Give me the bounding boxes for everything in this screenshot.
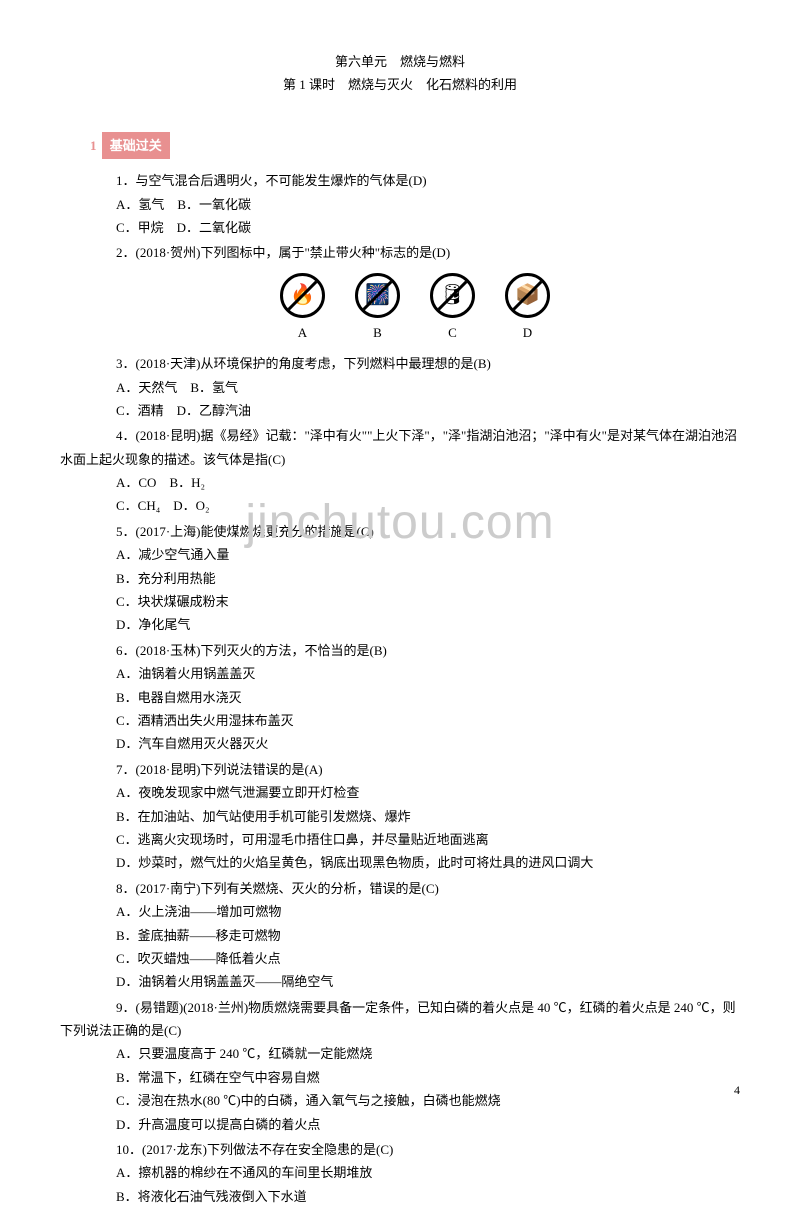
question-3: 3．(2018·天津)从环境保护的角度考虑，下列燃料中最理想的是(B) A．天然… — [90, 352, 740, 422]
page-header: 第六单元 燃烧与燃料 第 1 课时 燃烧与灭火 化石燃料的利用 — [60, 50, 740, 97]
section-number: 1 — [90, 134, 97, 157]
question-option: B．釜底抽薪——移走可燃物 — [90, 924, 740, 947]
question-option: A．氢气 B．一氧化碳 — [90, 193, 740, 216]
question-stem: 5．(2017·上海)能使煤燃烧更充分的措施是(C) — [90, 520, 740, 543]
section-label: 基础过关 — [102, 132, 170, 159]
question-stem: 1．与空气混合后遇明火，不可能发生爆炸的气体是(D) — [90, 169, 740, 192]
question-option: A．CO B．H₂ — [90, 471, 740, 494]
question-stem: 4．(2018·昆明)据《易经》记载："泽中有火""上火下泽"，"泽"指湖泊池沼… — [60, 424, 740, 471]
question-option: D．油锅着火用锅盖盖灭——隔绝空气 — [90, 970, 740, 993]
question-option: A．减少空气通入量 — [90, 543, 740, 566]
question-6: 6．(2018·玉林)下列灭火的方法，不恰当的是(B) A．油锅着火用锅盖盖灭 … — [90, 639, 740, 756]
prohibition-sign-icon: 🛢 — [430, 273, 475, 318]
lesson-title: 第 1 课时 燃烧与灭火 化石燃料的利用 — [60, 73, 740, 96]
question-option: D．汽车自燃用灭火器灭火 — [90, 732, 740, 755]
question-2: 2．(2018·贺州)下列图标中，属于"禁止带火种"标志的是(D) — [90, 241, 740, 264]
question-1: 1．与空气混合后遇明火，不可能发生爆炸的气体是(D) A．氢气 B．一氧化碳 C… — [90, 169, 740, 239]
question-option: B．常温下，红磷在空气中容易自燃 — [90, 1066, 740, 1089]
content-area: 1．与空气混合后遇明火，不可能发生爆炸的气体是(D) A．氢气 B．一氧化碳 C… — [60, 169, 740, 1208]
question-8: 8．(2017·南宁)下列有关燃烧、灭火的分析，错误的是(C) A．火上浇油——… — [90, 877, 740, 994]
question-9: 9．(易错题)(2018·兰州)物质燃烧需要具备一定条件，已知白磷的着火点是 4… — [90, 996, 740, 1136]
icon-label: A — [298, 321, 307, 344]
question-stem: 2．(2018·贺州)下列图标中，属于"禁止带火种"标志的是(D) — [90, 241, 740, 264]
icon-c: 🛢 C — [430, 273, 475, 344]
question-5: 5．(2017·上海)能使煤燃烧更充分的措施是(C) A．减少空气通入量 B．充… — [90, 520, 740, 637]
question-option: C．CH₄ D．O₂ — [90, 494, 740, 517]
question-stem: 6．(2018·玉林)下列灭火的方法，不恰当的是(B) — [90, 639, 740, 662]
question-option: D．升高温度可以提高白磷的着火点 — [90, 1113, 740, 1136]
question-stem: 7．(2018·昆明)下列说法错误的是(A) — [90, 758, 740, 781]
question-option: D．净化尾气 — [90, 613, 740, 636]
prohibition-icons: 🔥 A 🎆 B 🛢 C 📦 D — [90, 273, 740, 344]
question-option: B．在加油站、加气站使用手机可能引发燃烧、爆炸 — [90, 805, 740, 828]
question-option: C．甲烷 D．二氧化碳 — [90, 216, 740, 239]
question-option: B．将液化石油气残液倒入下水道 — [90, 1185, 740, 1208]
question-stem: 3．(2018·天津)从环境保护的角度考虑，下列燃料中最理想的是(B) — [90, 352, 740, 375]
question-7: 7．(2018·昆明)下列说法错误的是(A) A．夜晚发现家中燃气泄漏要立即开灯… — [90, 758, 740, 875]
icon-label: D — [523, 321, 532, 344]
question-stem: 9．(易错题)(2018·兰州)物质燃烧需要具备一定条件，已知白磷的着火点是 4… — [60, 996, 740, 1043]
icon-a: 🔥 A — [280, 273, 325, 344]
question-option: A．夜晚发现家中燃气泄漏要立即开灯检查 — [90, 781, 740, 804]
prohibition-sign-icon: 📦 — [505, 273, 550, 318]
question-option: B．充分利用热能 — [90, 567, 740, 590]
unit-title: 第六单元 燃烧与燃料 — [60, 50, 740, 73]
question-option: A．油锅着火用锅盖盖灭 — [90, 662, 740, 685]
icon-label: C — [448, 321, 457, 344]
question-option: C．酒精 D．乙醇汽油 — [90, 399, 740, 422]
page-number: 4 — [734, 1080, 740, 1102]
question-option: A．火上浇油——增加可燃物 — [90, 900, 740, 923]
question-option: C．块状煤碾成粉末 — [90, 590, 740, 613]
question-10: 10．(2017·龙东)下列做法不存在安全隐患的是(C) A．擦机器的棉纱在不通… — [90, 1138, 740, 1208]
question-option: C．酒精洒出失火用湿抹布盖灭 — [90, 709, 740, 732]
question-option: C．吹灭蜡烛——降低着火点 — [90, 947, 740, 970]
icon-label: B — [373, 321, 382, 344]
prohibition-sign-icon: 🔥 — [280, 273, 325, 318]
icon-d: 📦 D — [505, 273, 550, 344]
question-option: C．逃离火灾现场时，可用湿毛巾捂住口鼻，并尽量贴近地面逃离 — [90, 828, 740, 851]
question-option: B．电器自燃用水浇灭 — [90, 686, 740, 709]
prohibition-sign-icon: 🎆 — [355, 273, 400, 318]
question-stem: 10．(2017·龙东)下列做法不存在安全隐患的是(C) — [90, 1138, 740, 1161]
section-tag: 1 基础过关 — [90, 132, 170, 159]
icon-b: 🎆 B — [355, 273, 400, 344]
question-option: A．擦机器的棉纱在不通风的车间里长期堆放 — [90, 1161, 740, 1184]
question-4: 4．(2018·昆明)据《易经》记载："泽中有火""上火下泽"，"泽"指湖泊池沼… — [90, 424, 740, 518]
question-stem: 8．(2017·南宁)下列有关燃烧、灭火的分析，错误的是(C) — [90, 877, 740, 900]
question-option: C．浸泡在热水(80 ℃)中的白磷，通入氧气与之接触，白磷也能燃烧 — [90, 1089, 740, 1112]
question-option: A．天然气 B．氢气 — [90, 376, 740, 399]
question-option: D．炒菜时，燃气灶的火焰呈黄色，锅底出现黑色物质，此时可将灶具的进风口调大 — [90, 851, 740, 874]
question-option: A．只要温度高于 240 ℃，红磷就一定能燃烧 — [90, 1042, 740, 1065]
